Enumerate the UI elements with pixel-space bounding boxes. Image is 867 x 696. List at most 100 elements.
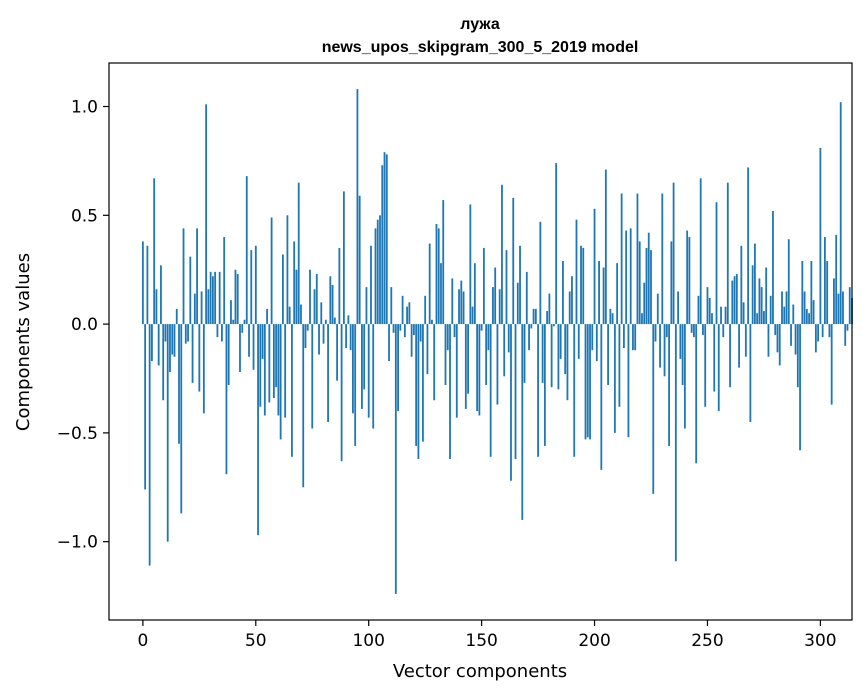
plot-area-frame [108,62,853,621]
bar-61 [279,324,282,440]
bar-113 [397,324,399,412]
bar-225 [650,250,652,325]
bar-0 [141,241,144,325]
bar-186 [562,261,564,325]
bar-95 [356,89,359,325]
bar-262 [733,276,736,325]
bar-115 [401,295,404,325]
bar-237 [677,291,680,325]
bar-132 [440,263,442,325]
bar-50 [254,245,257,325]
bar-122 [417,324,420,459]
bar-260 [729,324,731,388]
bar-136 [449,324,451,459]
bar-4 [151,324,153,362]
bar-58 [272,324,275,399]
bar-99 [365,287,368,325]
bar-126 [426,324,429,375]
bar-144 [467,324,469,394]
bar-238 [679,324,682,359]
bar-25 [198,324,201,392]
bar-217 [632,324,634,351]
bar-248 [702,324,704,335]
bar-164 [512,197,515,325]
bar-167 [519,245,521,325]
bar-16 [178,324,180,444]
bar-172 [530,324,533,329]
bar-98 [363,324,366,390]
bar-242 [688,237,691,325]
bar-154 [489,324,492,457]
bar-170 [525,271,528,325]
chart-title: лужа [460,16,500,33]
bar-175 [537,324,539,457]
bar-269 [749,324,752,422]
bar-77 [315,274,318,325]
bar-79 [320,302,323,325]
bar-55 [266,308,268,325]
bar-288 [792,304,795,325]
bar-291 [799,324,801,451]
bar-108 [385,154,388,325]
bar-5 [153,178,156,325]
bar-307 [835,234,838,325]
bar-127 [428,243,431,325]
bar-304 [828,324,831,338]
bar-158 [498,289,501,325]
bar-284 [783,306,786,325]
bar-223 [645,247,648,325]
bars-group [141,89,853,594]
bar-277 [767,324,770,357]
bar-168 [521,324,524,520]
bar-92 [349,324,352,351]
bar-178 [543,324,546,446]
bar-311 [844,324,847,346]
bar-38 [227,324,230,386]
bar-143 [464,324,467,409]
bar-93 [352,324,354,414]
bar-131 [437,228,440,325]
bar-187 [564,324,567,375]
bar-232 [665,324,668,338]
bar-129 [433,324,436,401]
bar-192 [575,219,578,325]
bar-292 [801,261,804,325]
bar-70 [300,304,302,325]
bar-31 [211,276,214,325]
bar-128 [431,319,433,325]
bar-40 [232,319,235,325]
bar-62 [281,254,284,325]
bar-209 [613,324,616,433]
bar-308 [837,293,840,325]
bar-139 [455,324,458,418]
bar-286 [787,239,790,325]
bar-146 [471,306,474,325]
bar-296 [810,261,813,325]
bar-229 [659,324,661,368]
bar-84 [331,284,334,325]
bar-157 [496,324,499,405]
bar-270 [751,265,754,325]
bar-119 [410,324,413,357]
bar-135 [446,324,449,351]
bar-159 [501,184,503,325]
bar-258 [724,306,727,325]
bar-15 [175,308,178,325]
bar-152 [485,324,488,386]
bar-81 [324,319,327,325]
bar-266 [742,302,745,325]
bar-48 [250,250,253,325]
bar-153 [487,324,490,351]
bar-28 [205,104,208,325]
bar-163 [510,324,512,481]
bar-250 [706,287,709,325]
bar-231 [663,324,666,377]
bar-138 [453,324,456,338]
bar-24 [196,228,198,325]
bar-226 [652,324,655,494]
bar-289 [794,324,797,355]
bar-60 [277,324,280,416]
bar-263 [735,274,738,325]
bar-90 [345,324,348,349]
bar-218 [634,324,637,351]
